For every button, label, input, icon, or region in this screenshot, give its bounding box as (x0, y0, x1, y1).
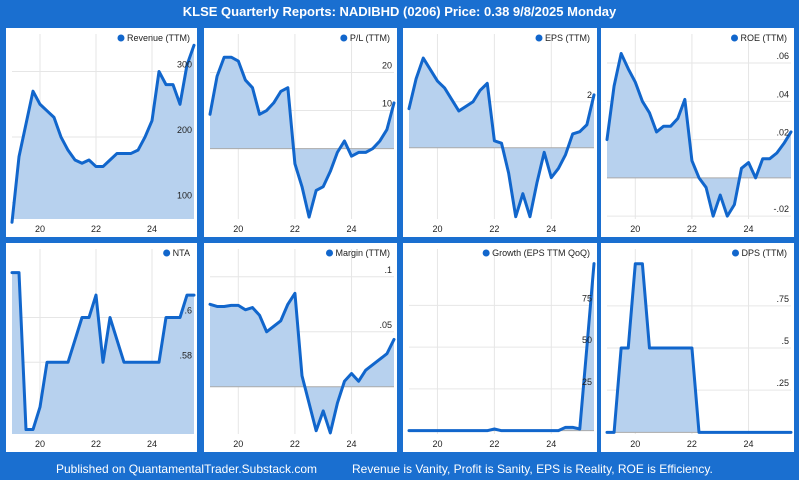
chart-svg-1: 20 22 24 10 20 P/L (TTM) (208, 33, 396, 234)
x-tick-label: 24 (744, 439, 754, 449)
x-tick-label: 20 (233, 224, 243, 234)
y-tick-label: .04 (776, 89, 789, 99)
x-tick-label: 24 (347, 224, 357, 234)
chart-svg-0: 20 22 24 100 200 300 Revenue (TTM) (10, 33, 196, 234)
y-tick-label: .06 (776, 51, 789, 61)
x-tick-label: 20 (432, 439, 442, 449)
legend-marker (732, 249, 739, 257)
y-tick-label: 75 (582, 293, 592, 303)
legend-marker (117, 34, 125, 42)
y-tick-label: -.02 (773, 204, 789, 214)
y-tick-label: 200 (177, 125, 192, 135)
y-tick-label: .75 (776, 294, 789, 304)
x-tick-label: 20 (35, 439, 45, 449)
y-tick-label: .6 (184, 305, 192, 315)
series-area (12, 45, 194, 223)
series-area (12, 272, 194, 434)
legend-label: Growth (EPS TTM QoQ) (492, 248, 590, 258)
x-tick-label: 24 (546, 224, 556, 234)
series-line (407, 262, 596, 433)
x-tick-label: 22 (290, 439, 300, 449)
x-tick-label: 24 (147, 439, 157, 449)
x-tick-label: 22 (489, 224, 499, 234)
series-area (607, 53, 791, 217)
footer-tagline: Revenue is Vanity, Profit is Sanity, EPS… (352, 462, 713, 476)
y-tick-label: .05 (379, 320, 392, 330)
legend-marker (482, 249, 490, 257)
footer-publisher: Published on QuantamentalTrader.Substack… (56, 462, 318, 476)
x-tick-label: 20 (35, 224, 45, 234)
y-tick-label: .5 (781, 336, 789, 346)
x-tick-label: 24 (347, 439, 357, 449)
legend-label: EPS (TTM) (545, 33, 590, 43)
y-tick-label: .02 (776, 128, 789, 138)
chart-svg-4: 20 22 24 .58 .6 NTA (10, 248, 196, 449)
panel-revenue: 20 22 24 100 200 300 Revenue (TTM) (6, 28, 197, 237)
legend-label: P/L (TTM) (350, 33, 390, 43)
series-line (208, 55, 396, 219)
x-tick-label: 24 (744, 224, 754, 234)
panel-eps: 20 22 24 2 EPS (TTM) (403, 28, 597, 237)
legend-marker (535, 34, 543, 42)
chart-title: KLSE Quarterly Reports: NADIBHD (0206) P… (182, 4, 617, 19)
panel-pl: 20 22 24 10 20 P/L (TTM) (204, 28, 397, 237)
chart-svg-7: 20 22 24 .25 .5 .75 DPS (TTM) (605, 248, 793, 449)
x-tick-label: 20 (233, 439, 243, 449)
panel-growth: 20 22 24 25 50 75 Growth (EPS TTM QoQ) (403, 243, 597, 452)
y-tick-label: 100 (177, 191, 192, 201)
chart-svg-2: 20 22 24 2 EPS (TTM) (407, 33, 596, 234)
legend-marker (163, 249, 171, 257)
legend-marker (326, 249, 333, 257)
legend-marker (731, 34, 738, 42)
x-tick-label: 22 (687, 439, 697, 449)
y-tick-label: .1 (384, 265, 392, 275)
x-tick-label: 22 (489, 439, 499, 449)
series-area (409, 58, 594, 217)
series-line (208, 291, 396, 435)
x-tick-label: 22 (687, 224, 697, 234)
panel-dps: 20 22 24 .25 .5 .75 DPS (TTM) (601, 243, 794, 452)
x-tick-label: 22 (91, 439, 101, 449)
footer: Published on QuantamentalTrader.Substack… (0, 458, 799, 480)
series-line (10, 43, 196, 224)
series-line (10, 271, 196, 432)
panel-roe: 20 22 24 -.02 .02 .04 .06 ROE (TTM) (601, 28, 794, 237)
y-tick-label: 20 (382, 60, 392, 70)
y-tick-label: 10 (382, 99, 392, 109)
chart-svg-5: 20 22 24 .05 .1 Margin (TTM) (208, 248, 396, 449)
panel-margin: 20 22 24 .05 .1 Margin (TTM) (204, 243, 397, 452)
legend-label: DPS (TTM) (742, 248, 788, 258)
x-tick-label: 24 (546, 439, 556, 449)
panel-nta: 20 22 24 .58 .6 NTA (6, 243, 197, 452)
legend-label: ROE (TTM) (741, 33, 788, 43)
y-tick-label: 2 (587, 90, 592, 100)
series-area (210, 293, 394, 433)
series-line (407, 56, 596, 219)
x-tick-label: 24 (147, 224, 157, 234)
series-line (605, 262, 793, 434)
x-tick-label: 20 (630, 224, 640, 234)
x-tick-label: 20 (630, 439, 640, 449)
legend-marker (340, 34, 348, 42)
y-tick-label: 25 (582, 377, 592, 387)
legend-label: NTA (173, 248, 190, 258)
series-area (607, 263, 791, 433)
chart-svg-3: 20 22 24 -.02 .02 .04 .06 ROE (TTM) (605, 33, 793, 234)
y-tick-label: .25 (776, 378, 789, 388)
chart-svg-6: 20 22 24 25 50 75 Growth (EPS TTM QoQ) (407, 248, 596, 449)
x-tick-label: 22 (91, 224, 101, 234)
legend-label: Revenue (TTM) (127, 33, 190, 43)
legend-label: Margin (TTM) (336, 248, 391, 258)
x-tick-label: 20 (432, 224, 442, 234)
y-tick-label: 300 (177, 60, 192, 70)
series-line (605, 51, 793, 218)
x-tick-label: 22 (290, 224, 300, 234)
y-tick-label: 50 (582, 335, 592, 345)
y-tick-label: .58 (179, 350, 192, 360)
